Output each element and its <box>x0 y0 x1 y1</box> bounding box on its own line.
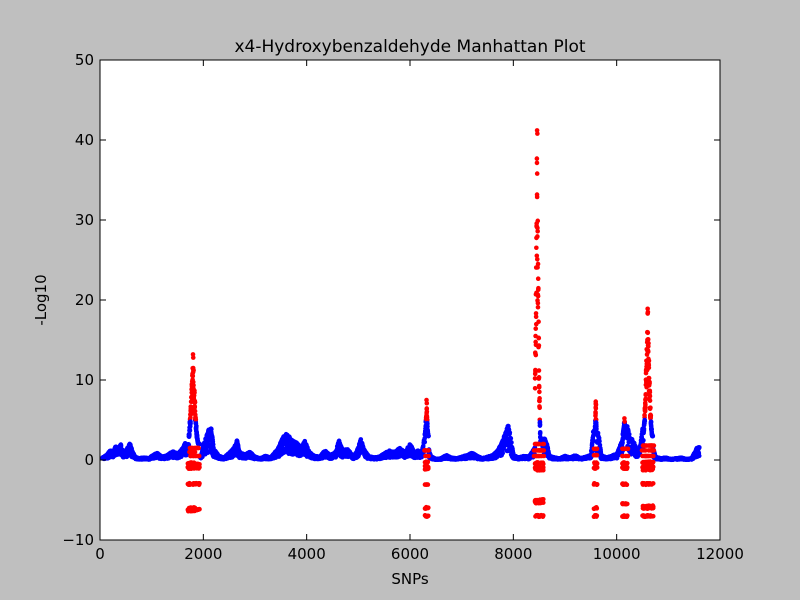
snp-point-blue <box>648 419 654 425</box>
snp-point-red <box>593 402 599 408</box>
snp-point-red <box>625 453 631 459</box>
snp-point-blue <box>697 445 702 450</box>
snp-point-blue <box>594 426 599 432</box>
snp-point-red <box>535 218 541 224</box>
snp-point-blue <box>642 418 648 424</box>
snp-point-red <box>625 446 631 452</box>
snp-point-red <box>594 446 600 452</box>
snp-point-red <box>648 405 653 410</box>
snp-point-red <box>196 445 201 451</box>
snp-point-red <box>645 309 651 315</box>
snp-point-red <box>535 300 541 306</box>
snp-point-red <box>647 389 653 395</box>
snp-point-red <box>622 419 627 424</box>
snp-point-red <box>535 304 541 310</box>
snp-point-red <box>192 390 197 395</box>
snp-point-red <box>645 330 651 336</box>
snp-point-red <box>537 389 542 395</box>
snp-point-blue <box>209 426 214 432</box>
snp-point-red <box>536 343 542 348</box>
snp-point-blue <box>210 442 216 447</box>
snp-point-red <box>534 257 540 262</box>
snp-point-blue <box>187 428 193 433</box>
snp-point-red <box>535 276 541 282</box>
snp-point-red <box>536 285 541 291</box>
snp-point-blue <box>188 421 193 426</box>
snp-point-red <box>426 453 431 459</box>
snp-point-red <box>536 335 542 341</box>
snp-point-red <box>646 358 652 364</box>
snp-point-blue <box>641 438 646 443</box>
snp-point-red <box>541 441 547 447</box>
snp-point-red <box>533 326 539 331</box>
snp-point-red <box>536 385 542 390</box>
snp-point-blue <box>194 423 199 429</box>
snp-point-red <box>534 194 540 200</box>
snp-point-red <box>646 365 652 371</box>
snp-point-red <box>424 400 430 406</box>
snp-point-red <box>593 411 598 416</box>
snp-point-blue <box>508 436 514 441</box>
snp-point-blue <box>537 429 543 435</box>
snp-point-red <box>534 171 540 176</box>
snp-point-red <box>533 352 539 358</box>
data-points <box>100 128 702 520</box>
snp-point-red <box>647 393 653 399</box>
snp-point-red <box>532 386 538 391</box>
snp-point-red <box>536 375 542 380</box>
snp-point-blue <box>197 441 203 447</box>
snp-point-blue <box>624 433 630 439</box>
snp-point-blue <box>118 443 124 449</box>
snp-point-blue <box>696 453 702 459</box>
snp-point-red <box>537 405 542 411</box>
snp-point-red <box>647 398 653 403</box>
snp-point-blue <box>509 440 514 445</box>
snp-point-red <box>192 449 198 455</box>
snp-point-red <box>651 448 657 453</box>
snp-point-red <box>191 368 196 373</box>
snp-point-red <box>424 409 430 414</box>
snp-point-red <box>541 453 547 459</box>
snp-point-red <box>651 443 657 448</box>
snp-point-red <box>642 408 648 414</box>
snp-point-red <box>537 396 542 401</box>
snp-point-red <box>536 319 541 324</box>
snp-point-red <box>534 245 539 251</box>
snp-point-red <box>645 349 651 355</box>
snp-point-red <box>535 293 541 299</box>
snp-point-red <box>534 156 540 161</box>
snp-point-blue <box>537 422 543 427</box>
snp-point-red <box>648 413 654 418</box>
snp-point-red <box>426 448 431 453</box>
snp-point-blue <box>500 450 505 456</box>
snp-point-red <box>536 368 542 373</box>
snp-point-blue <box>426 433 431 439</box>
snp-point-red <box>190 355 196 360</box>
snp-point-red <box>191 382 196 388</box>
snp-point-red <box>647 379 652 385</box>
snp-point-red <box>651 453 656 459</box>
snp-point-red <box>541 448 547 453</box>
snp-point-red <box>535 261 541 267</box>
snp-point-red <box>646 340 651 346</box>
snp-point-blue <box>422 439 428 445</box>
snp-point-red <box>533 314 539 320</box>
snp-point-red <box>193 417 199 422</box>
snp-point-red <box>535 234 540 239</box>
snp-point-red <box>535 228 540 234</box>
snp-point-blue <box>650 433 656 439</box>
snp-point-red <box>535 131 540 136</box>
snp-point-red <box>594 452 600 458</box>
snp-point-blue <box>507 430 513 435</box>
snp-point-red <box>643 402 648 408</box>
snp-point-red <box>192 399 198 405</box>
snp-point-red <box>534 160 540 166</box>
snp-point-red <box>196 453 202 459</box>
snp-point-red <box>192 404 198 409</box>
